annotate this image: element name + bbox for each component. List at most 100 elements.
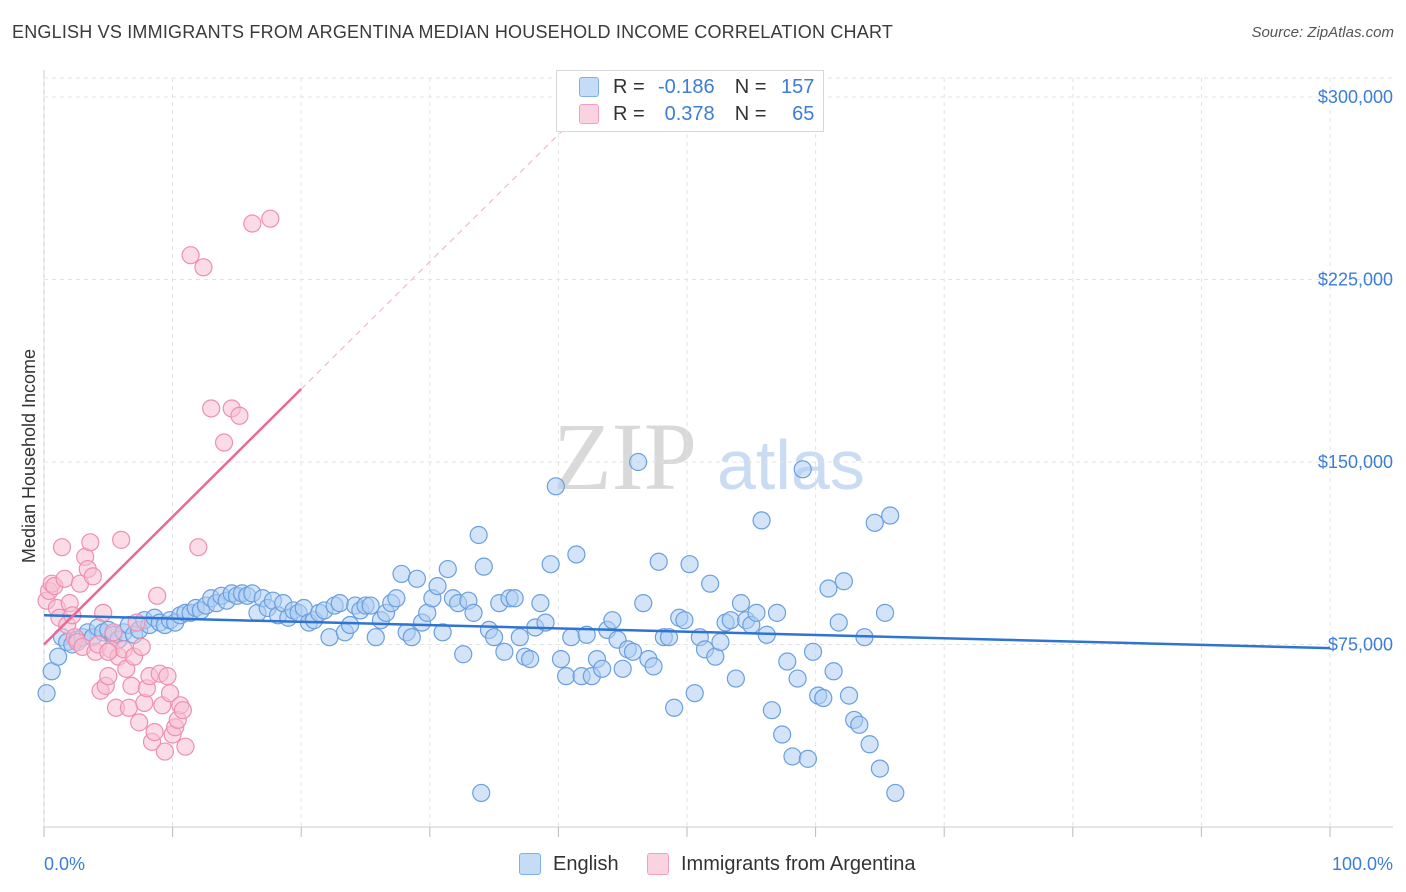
argentina-point: [230, 406, 249, 425]
argentina-point: [194, 258, 213, 277]
english-point: [680, 555, 699, 574]
legend-row-english: R = -0.186 N = 157: [579, 74, 814, 100]
english-point: [603, 611, 622, 630]
argentina-point: [202, 399, 221, 418]
argentina-point: [155, 742, 174, 761]
legend-swatch-english: [579, 77, 599, 97]
english-point: [829, 613, 848, 632]
english-point: [886, 783, 905, 803]
english-point: [320, 628, 339, 647]
english-point: [469, 525, 488, 545]
english-point: [783, 747, 802, 766]
legend-row-argentina: R = 0.378 N = 65: [579, 101, 814, 127]
argentina-point: [243, 214, 262, 233]
argentina-point: [81, 533, 100, 552]
english-point: [773, 725, 792, 744]
y-tick-label: $150,000: [1318, 452, 1393, 472]
english-point: [366, 628, 385, 647]
english-trend-line: [43, 614, 1331, 650]
english-point: [824, 662, 843, 681]
argentina-point: [94, 603, 113, 622]
english-point: [881, 506, 900, 525]
english-point: [521, 649, 540, 669]
argentina-point: [160, 684, 180, 703]
chart-title: ENGLISH VS IMMIGRANTS FROM ARGENTINA MED…: [12, 22, 894, 42]
english-point: [701, 574, 720, 593]
english-point: [814, 688, 833, 708]
english-point: [472, 783, 491, 803]
english-point: [505, 589, 524, 608]
x-tick-label-0: 0.0%: [44, 854, 85, 874]
series-legend-argentina: Immigrants from Argentina: [647, 851, 916, 877]
english-point: [850, 715, 869, 734]
english-point: [557, 667, 576, 686]
english-point: [865, 513, 884, 532]
argentina-point: [104, 623, 123, 642]
argentina-point: [173, 701, 192, 720]
argentina-point: [189, 538, 208, 557]
english-point: [474, 557, 493, 576]
english-point: [551, 649, 571, 669]
y-tick-label: $75,000: [1328, 635, 1393, 655]
argentina-point: [122, 676, 141, 695]
series-legend-english: English: [519, 851, 619, 877]
argentina-point: [261, 209, 280, 228]
english-point: [510, 628, 529, 647]
series-label-english: English: [553, 852, 619, 875]
english-point: [731, 594, 751, 613]
english-point: [839, 686, 859, 705]
english-point: [762, 701, 781, 720]
english-point: [665, 698, 684, 717]
english-point: [407, 569, 427, 588]
english-point: [778, 652, 797, 671]
argentina-trend-line: [43, 388, 303, 646]
watermark-zip: ZIP: [553, 403, 697, 510]
english-point: [531, 594, 550, 613]
legend-n-label: N =: [734, 102, 767, 125]
english-point: [870, 759, 890, 778]
argentina-point: [52, 538, 72, 557]
english-point: [387, 589, 406, 608]
english-point: [546, 477, 565, 496]
english-point: [711, 632, 730, 652]
english-point: [685, 684, 704, 703]
english-point: [803, 642, 823, 661]
english-point: [340, 615, 360, 635]
english-point: [562, 628, 581, 647]
english-point: [361, 596, 380, 615]
english-point: [613, 659, 632, 678]
argentina-trend-extension: [300, 108, 585, 390]
english-point: [567, 545, 586, 564]
legend-swatch-argentina: [579, 104, 599, 124]
argentina-point: [119, 698, 138, 717]
y-tick-label: $225,000: [1318, 270, 1393, 290]
english-point: [726, 669, 745, 688]
english-point: [392, 564, 411, 584]
english-point: [721, 611, 740, 630]
legend-r-label: R =: [613, 102, 645, 125]
english-point: [644, 657, 663, 676]
argentina-point: [55, 569, 74, 588]
y-tick-label: $300,000: [1318, 87, 1393, 107]
argentina-point: [99, 642, 118, 661]
english-point: [629, 452, 648, 472]
legend-n-label: N =: [734, 75, 767, 98]
english-point: [428, 576, 447, 596]
english-point: [593, 659, 612, 678]
argentina-point: [181, 246, 200, 265]
english-point: [659, 628, 679, 647]
english-point: [834, 572, 853, 591]
english-point: [875, 603, 895, 622]
english-point: [747, 603, 766, 622]
english-point: [798, 749, 817, 768]
argentina-point: [148, 586, 167, 605]
chart-source: Source: ZipAtlas.com: [1251, 24, 1394, 41]
english-point: [541, 555, 560, 574]
english-point: [495, 642, 514, 661]
legend-r-value-argentina: 0.378: [664, 102, 715, 125]
english-point: [675, 611, 694, 630]
argentina-point: [112, 530, 131, 549]
legend-n-value-english: 157: [781, 75, 815, 98]
argentina-point: [176, 737, 195, 756]
english-point: [649, 552, 668, 571]
